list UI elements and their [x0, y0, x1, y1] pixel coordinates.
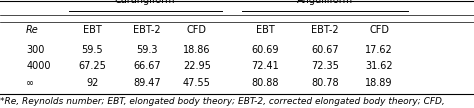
Text: 72.35: 72.35: [311, 61, 338, 71]
Text: 89.47: 89.47: [133, 78, 161, 88]
Text: EBT: EBT: [83, 25, 102, 35]
Text: 60.67: 60.67: [311, 45, 338, 55]
Text: EBT: EBT: [256, 25, 275, 35]
Text: 60.69: 60.69: [252, 45, 279, 55]
Text: 22.95: 22.95: [183, 61, 210, 71]
Text: 67.25: 67.25: [79, 61, 106, 71]
Text: *Re, Reynolds number; EBT, elongated body theory; EBT-2, corrected elongated bod: *Re, Reynolds number; EBT, elongated bod…: [0, 97, 445, 106]
Text: Anguiliform: Anguiliform: [297, 0, 353, 5]
Text: 92: 92: [86, 78, 99, 88]
Text: 300: 300: [26, 45, 45, 55]
Text: 80.78: 80.78: [311, 78, 338, 88]
Text: EBT-2: EBT-2: [133, 25, 161, 35]
Text: CFD: CFD: [369, 25, 389, 35]
Text: 47.55: 47.55: [183, 78, 210, 88]
Text: ∞: ∞: [26, 78, 34, 88]
Text: 17.62: 17.62: [365, 45, 393, 55]
Text: CFD: CFD: [187, 25, 207, 35]
Text: 4000: 4000: [26, 61, 51, 71]
Text: 18.86: 18.86: [183, 45, 210, 55]
Text: 72.41: 72.41: [252, 61, 279, 71]
Text: 66.67: 66.67: [133, 61, 161, 71]
Text: EBT-2: EBT-2: [311, 25, 338, 35]
Text: 59.5: 59.5: [82, 45, 103, 55]
Text: Re: Re: [26, 25, 39, 35]
Text: Carangiform: Carangiform: [114, 0, 175, 5]
Text: 59.3: 59.3: [136, 45, 158, 55]
Text: 18.89: 18.89: [365, 78, 393, 88]
Text: 80.88: 80.88: [252, 78, 279, 88]
Text: 31.62: 31.62: [365, 61, 393, 71]
